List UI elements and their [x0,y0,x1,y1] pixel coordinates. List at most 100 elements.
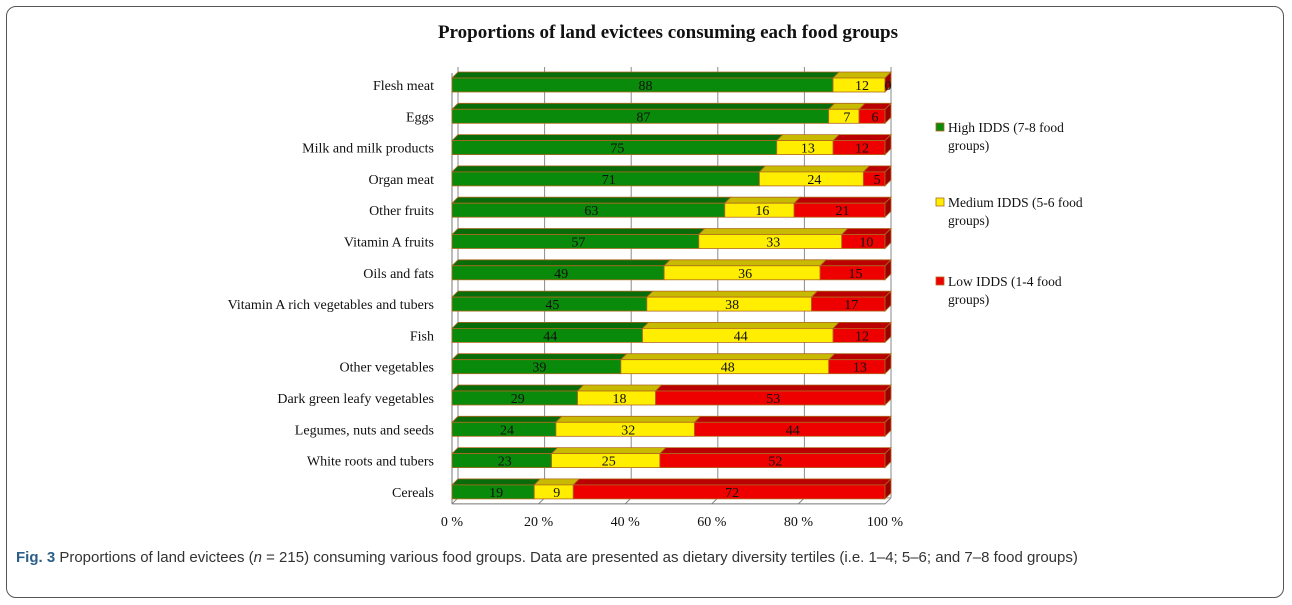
bar-segment-milk-and-milk-products-high-idds-7-8-food-groups [451,134,784,156]
data-label-vitamin-a-rich-vegetables-and-tubers-medium-idds-5-6-food-groups: 38 [725,298,739,313]
bars: 88 12 0 87 7 6 75 13 12 71 24 5 63 16 21 57 33 10 49 36 15 45… [451,71,892,501]
x-tick-label: 100 % [867,515,904,530]
bar-top-face [840,228,892,235]
legend-swatch [935,276,945,286]
bar-side-face [884,133,892,156]
category-label-eggs: Eggs [406,110,434,125]
bar-segment-dark-green-leafy-vegetables-low-idds-1-4-food-groups [654,384,892,406]
data-label-oils-and-fats-low-idds-1-4-food-groups: 15 [849,267,863,282]
gridlines [451,67,892,505]
bar-top-face [451,71,841,79]
bar-top-face [451,478,542,486]
data-label-eggs-medium-idds-5-6-food-groups: 7 [843,110,850,125]
bar-top-face [663,259,828,267]
data-label-white-roots-and-tubers-low-idds-1-4-food-groups: 52 [768,455,782,470]
data-label-vitamin-a-rich-vegetables-and-tubers-high-idds-7-8-food-groups: 45 [545,298,559,313]
bar-top-face [554,415,702,423]
bar-top-face [654,384,892,392]
legend-entry-high-idds-7-8-food-groups: High IDDS (7-8 food groups) [935,120,1064,153]
data-label-other-vegetables-medium-idds-5-6-food-groups: 48 [721,361,735,376]
x-tick-labels: 0 % 20 % 40 % 60 % 80 % 100 % [441,515,904,530]
bar-segment-other-fruits-low-idds-1-4-food-groups [793,196,892,218]
bar-top-face [451,228,706,235]
bar-segment-legumes-nuts-and-seeds-medium-idds-5-6-food-groups [554,415,702,437]
category-label-organ-meat: Organ meat [369,173,435,188]
chart-title: Proportions of land evictees consuming e… [438,22,898,43]
data-label-cereals-medium-idds-5-6-food-groups: 9 [553,486,560,501]
bar-segment-vitamin-a-rich-vegetables-and-tubers-medium-idds-5-6-food-groups [645,290,819,312]
bar-segment-legumes-nuts-and-seeds-low-idds-1-4-food-groups [693,415,892,437]
caption-text-1: Proportions of land evictees ( [55,549,254,566]
legend-label: Medium IDDS (5-6 food [948,195,1083,210]
bar-segment-organ-meat-high-idds-7-8-food-groups [451,165,767,187]
bar-segment-organ-meat-medium-idds-5-6-food-groups [758,165,871,187]
data-label-white-roots-and-tubers-medium-idds-5-6-food-groups: 25 [602,455,616,470]
bar-top-face [451,447,559,455]
data-label-other-vegetables-low-idds-1-4-food-groups: 13 [853,361,867,376]
bar-segment-eggs-high-idds-7-8-food-groups [451,102,836,124]
data-label-milk-and-milk-products-medium-idds-5-6-food-groups: 13 [801,142,815,157]
data-label-vitamin-a-fruits-low-idds-1-4-food-groups: 10 [859,236,873,251]
caption-text-2: = 215) consuming various food groups. Da… [261,549,1078,566]
data-label-vitamin-a-fruits-high-idds-7-8-food-groups: 57 [571,236,585,251]
data-label-white-roots-and-tubers-high-idds-7-8-food-groups: 23 [498,455,512,470]
stacked-bar-chart: Proportions of land evictees consuming e… [228,22,1083,530]
legend-entry-low-idds-1-4-food-groups: Low IDDS (1-4 food groups) [935,274,1062,307]
data-label-organ-meat-high-idds-7-8-food-groups: 71 [602,173,616,188]
bar-top-face [697,228,849,235]
figure-caption: Fig. 3 Proportions of land evictees (n =… [16,547,1278,569]
bar-top-face [619,353,836,361]
bar-side-face [884,290,892,313]
bar-segment-dark-green-leafy-vegetables-medium-idds-5-6-food-groups [576,384,663,406]
bar-side-face [884,196,892,219]
bar-top-face [758,165,871,173]
bar-segment-vitamin-a-fruits-low-idds-1-4-food-groups [840,228,892,249]
bar-segment-white-roots-and-tubers-high-idds-7-8-food-groups [451,447,559,469]
data-label-milk-and-milk-products-high-idds-7-8-food-groups: 75 [610,142,624,157]
bar-top-face [451,321,650,329]
bar-segment-legumes-nuts-and-seeds-high-idds-7-8-food-groups [451,415,563,437]
legend-swatch [935,122,945,132]
bar-top-face [645,290,819,298]
data-label-oils-and-fats-medium-idds-5-6-food-groups: 36 [738,267,752,282]
category-label-vitamin-a-fruits: Vitamin A fruits [344,236,434,251]
bar-segment-oils-and-fats-low-idds-1-4-food-groups [819,259,892,281]
data-label-cereals-low-idds-1-4-food-groups: 72 [725,486,739,501]
bar-top-face [451,102,836,110]
bar-top-face [572,478,892,486]
data-label-other-fruits-medium-idds-5-6-food-groups: 16 [755,204,769,219]
bar-side-face [884,477,892,500]
gridline-floor [884,497,892,505]
legend-label: groups) [948,138,989,153]
data-label-other-vegetables-high-idds-7-8-food-groups: 39 [532,361,546,376]
legend-label: groups) [948,213,989,228]
data-label-organ-meat-medium-idds-5-6-food-groups: 24 [807,173,821,188]
data-label-flesh-meat-high-idds-7-8-food-groups: 88 [639,79,653,94]
bar-side-face [884,258,892,281]
bar-top-face [451,384,585,392]
data-label-oils-and-fats-high-idds-7-8-food-groups: 49 [554,267,568,282]
bar-segment-vitamin-a-fruits-medium-idds-5-6-food-groups [697,228,849,249]
category-label-other-vegetables: Other vegetables [340,361,434,376]
bar-top-face [832,321,892,329]
bar-top-face [819,259,892,267]
bar-segment-other-vegetables-high-idds-7-8-food-groups [451,353,628,375]
category-labels: Flesh meat Eggs Milk and milk products Orga… [228,79,434,501]
legend-entry-medium-idds-5-6-food-groups: Medium IDDS (5-6 food groups) [935,195,1083,228]
data-label-legumes-nuts-and-seeds-medium-idds-5-6-food-groups: 32 [621,423,635,438]
data-label-organ-meat-low-idds-1-4-food-groups: 5 [874,173,881,188]
caption-n-symbol: n [253,549,262,566]
data-label-legumes-nuts-and-seeds-low-idds-1-4-food-groups: 44 [786,423,800,438]
legend-label: High IDDS (7-8 food [948,120,1064,135]
bar-top-face [832,134,892,142]
data-label-legumes-nuts-and-seeds-high-idds-7-8-food-groups: 24 [500,423,514,438]
data-label-dark-green-leafy-vegetables-high-idds-7-8-food-groups: 29 [511,392,525,407]
category-label-legumes-nuts-and-seeds: Legumes, nuts and seeds [295,423,434,438]
data-label-fish-high-idds-7-8-food-groups: 44 [543,329,557,344]
bar-top-face [793,196,892,204]
bar-segment-eggs-medium-idds-5-6-food-groups [827,102,866,124]
bar-top-face [693,415,892,423]
bar-side-face [884,321,892,344]
data-label-cereals-high-idds-7-8-food-groups: 19 [489,486,503,501]
bar-top-face [641,321,841,329]
